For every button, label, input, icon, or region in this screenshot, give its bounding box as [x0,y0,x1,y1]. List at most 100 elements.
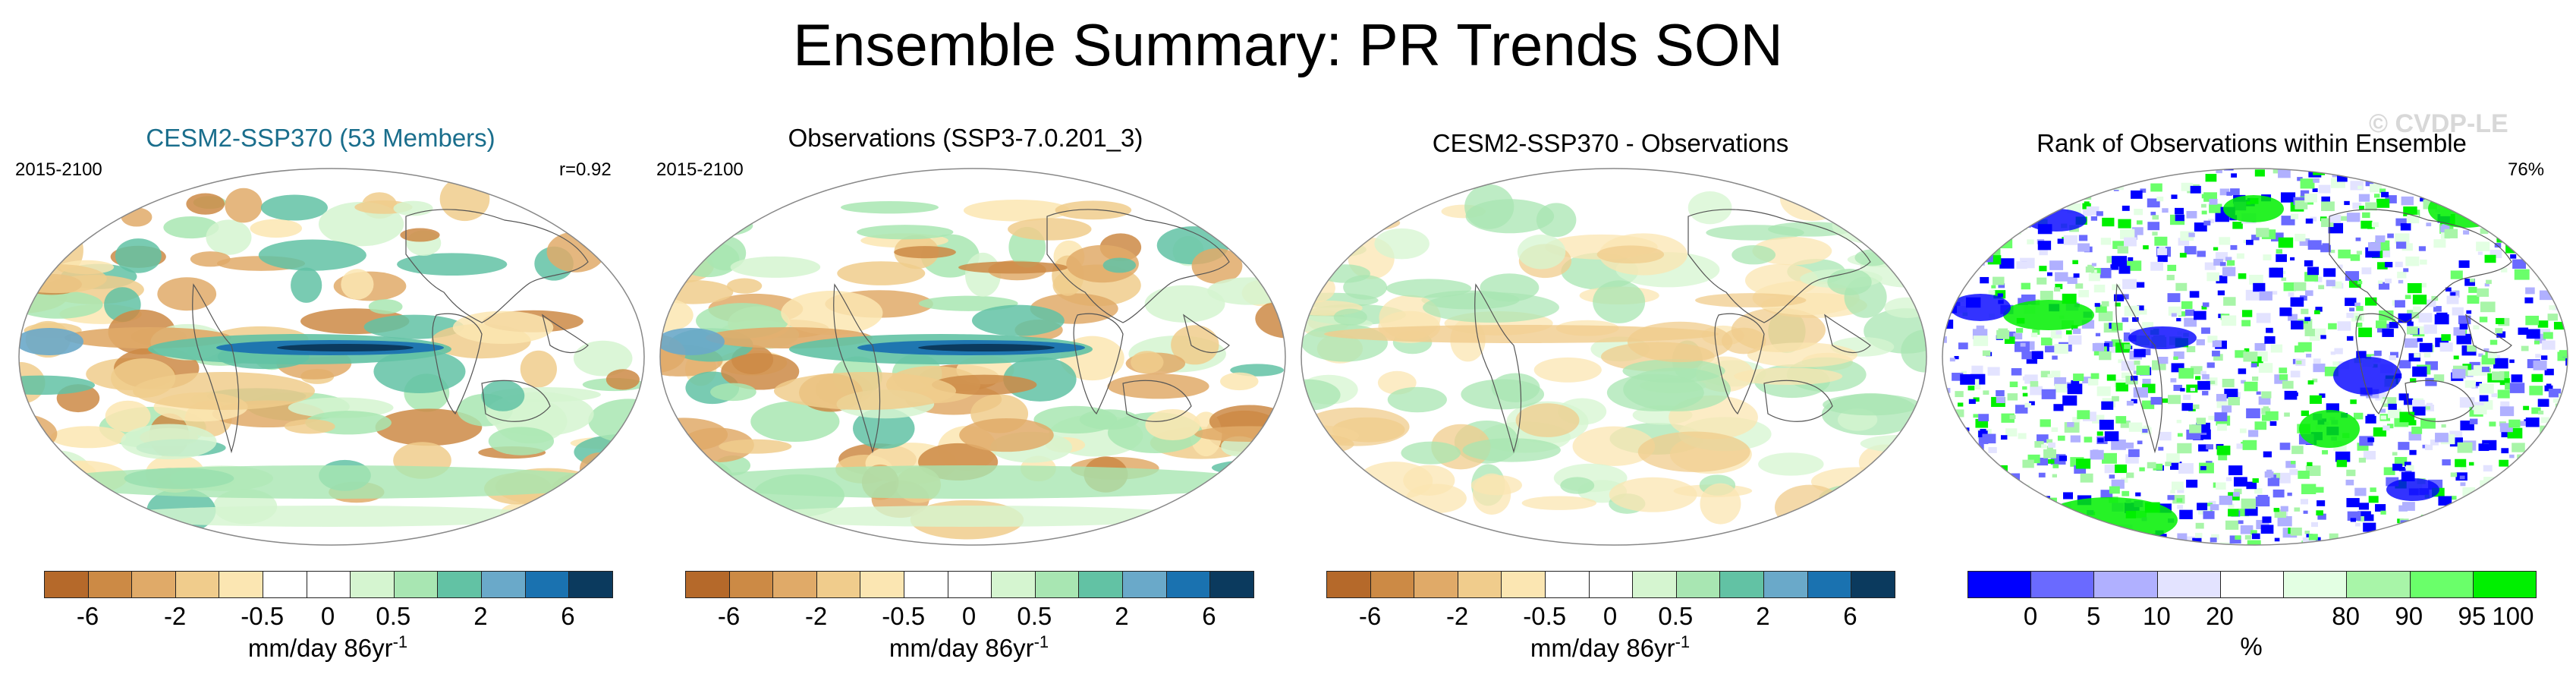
rank-cell [2044,345,2055,353]
rank-cell [2141,348,2151,355]
coastline [1687,209,1871,323]
rank-cell [2549,305,2556,310]
rank-cell [1945,487,1960,499]
rank-cell [2358,457,2367,463]
rank-cell [2122,279,2137,289]
rank-cell [2400,520,2416,531]
colorbar-cell [1370,572,1415,597]
rank-cell [2365,169,2375,171]
rank-cell [2307,266,2320,276]
field-blob [1515,403,1580,437]
rank-cell [1999,258,2015,269]
rank-cell [2564,193,2568,203]
rank-cell [1979,241,1985,246]
rank-cell [2162,208,2169,213]
rank-cell [2316,510,2323,515]
rank-cell [2041,389,2056,399]
rank-cell [2206,362,2215,368]
rank-cell [2544,368,2554,376]
rank-cell [1942,473,1947,477]
field-blob [1464,184,1514,229]
rank-cell [2297,177,2303,181]
field-blob [50,426,127,449]
rank-cell [2508,419,2521,428]
rank-cell [2524,503,2536,512]
rank-cell [2254,169,2265,177]
rank-cell [2533,361,2547,370]
rank-cell [2245,289,2261,301]
field-blob [579,452,621,486]
field-blob [500,502,550,525]
rank-cell [2104,431,2119,442]
rank-cell [1961,370,1967,375]
rank-cell [2078,235,2088,241]
rank-cell [2563,483,2568,489]
field-blob [121,424,217,460]
rank-cell [2369,184,2382,193]
rank-cell [1949,244,1961,252]
field-blob [660,213,753,238]
rank-cell [2535,169,2546,176]
rank-cell [1979,539,1989,545]
rank-cell [2213,354,2223,361]
rank-cell [2095,332,2101,337]
rank-cell [2285,461,2296,468]
rank-cell [2154,236,2168,246]
rank-cell [2413,306,2421,313]
rank-cell [2531,373,2543,383]
rank-cell [2467,345,2477,352]
rank-cell [2456,333,2472,345]
rank-cell [2001,183,2017,194]
rank-cell [1969,500,1977,506]
rank-cell [2346,469,2356,477]
rank-cell [2525,315,2540,326]
field-blob [1461,379,1545,410]
rank-cell [2171,363,2184,373]
rank-cell [2505,383,2515,390]
figure-title: Ensemble Summary: PR Trends SON [793,11,1783,78]
rank-cell [2167,293,2181,303]
rank-cell [2147,198,2160,208]
rank-cell [2491,196,2497,200]
rank-cell [2253,282,2266,292]
coastline [1714,313,1765,415]
rank-cell [2022,459,2034,468]
rank-cell [2080,545,2093,555]
rank-cell [2074,465,2087,474]
rank-cell [2458,191,2467,198]
rank-cell [2263,254,2272,260]
rank-cell [2153,544,2160,545]
rank-cell [2029,401,2035,405]
rank-cell [2090,216,2098,221]
rank-cell [2544,172,2554,178]
rank-cell [2494,511,2502,517]
rank-cell [2215,252,2228,261]
rank-cell [2556,528,2568,538]
rank-cell [2483,348,2490,352]
rank-cell [2002,483,2014,491]
rank-cell [2136,365,2150,376]
rank-cell [2501,431,2510,438]
rank-cell [2486,197,2493,203]
rank-cell [2217,290,2225,296]
rank-cell [2124,344,2131,349]
rank-cell [2071,380,2080,386]
rank-cell [1947,196,1955,201]
rank-cell [2535,527,2542,532]
rank-cell [2332,281,2342,288]
rank-cell [2002,198,2014,206]
coastline [833,283,881,454]
field-blob [1205,475,1242,518]
rank-cell [2072,260,2078,264]
rank-cell [2490,249,2502,258]
field-blob [959,418,1054,452]
rank-cell [2104,465,2117,474]
rank-cell [2194,310,2206,320]
field-blob [1131,351,1164,374]
colorbar-cell [525,572,570,597]
rank-cell [2027,239,2034,244]
rank-cell [2222,378,2235,388]
rank-cell [2226,191,2232,196]
rank-cell [2478,510,2485,515]
rank-cell [2542,268,2556,278]
